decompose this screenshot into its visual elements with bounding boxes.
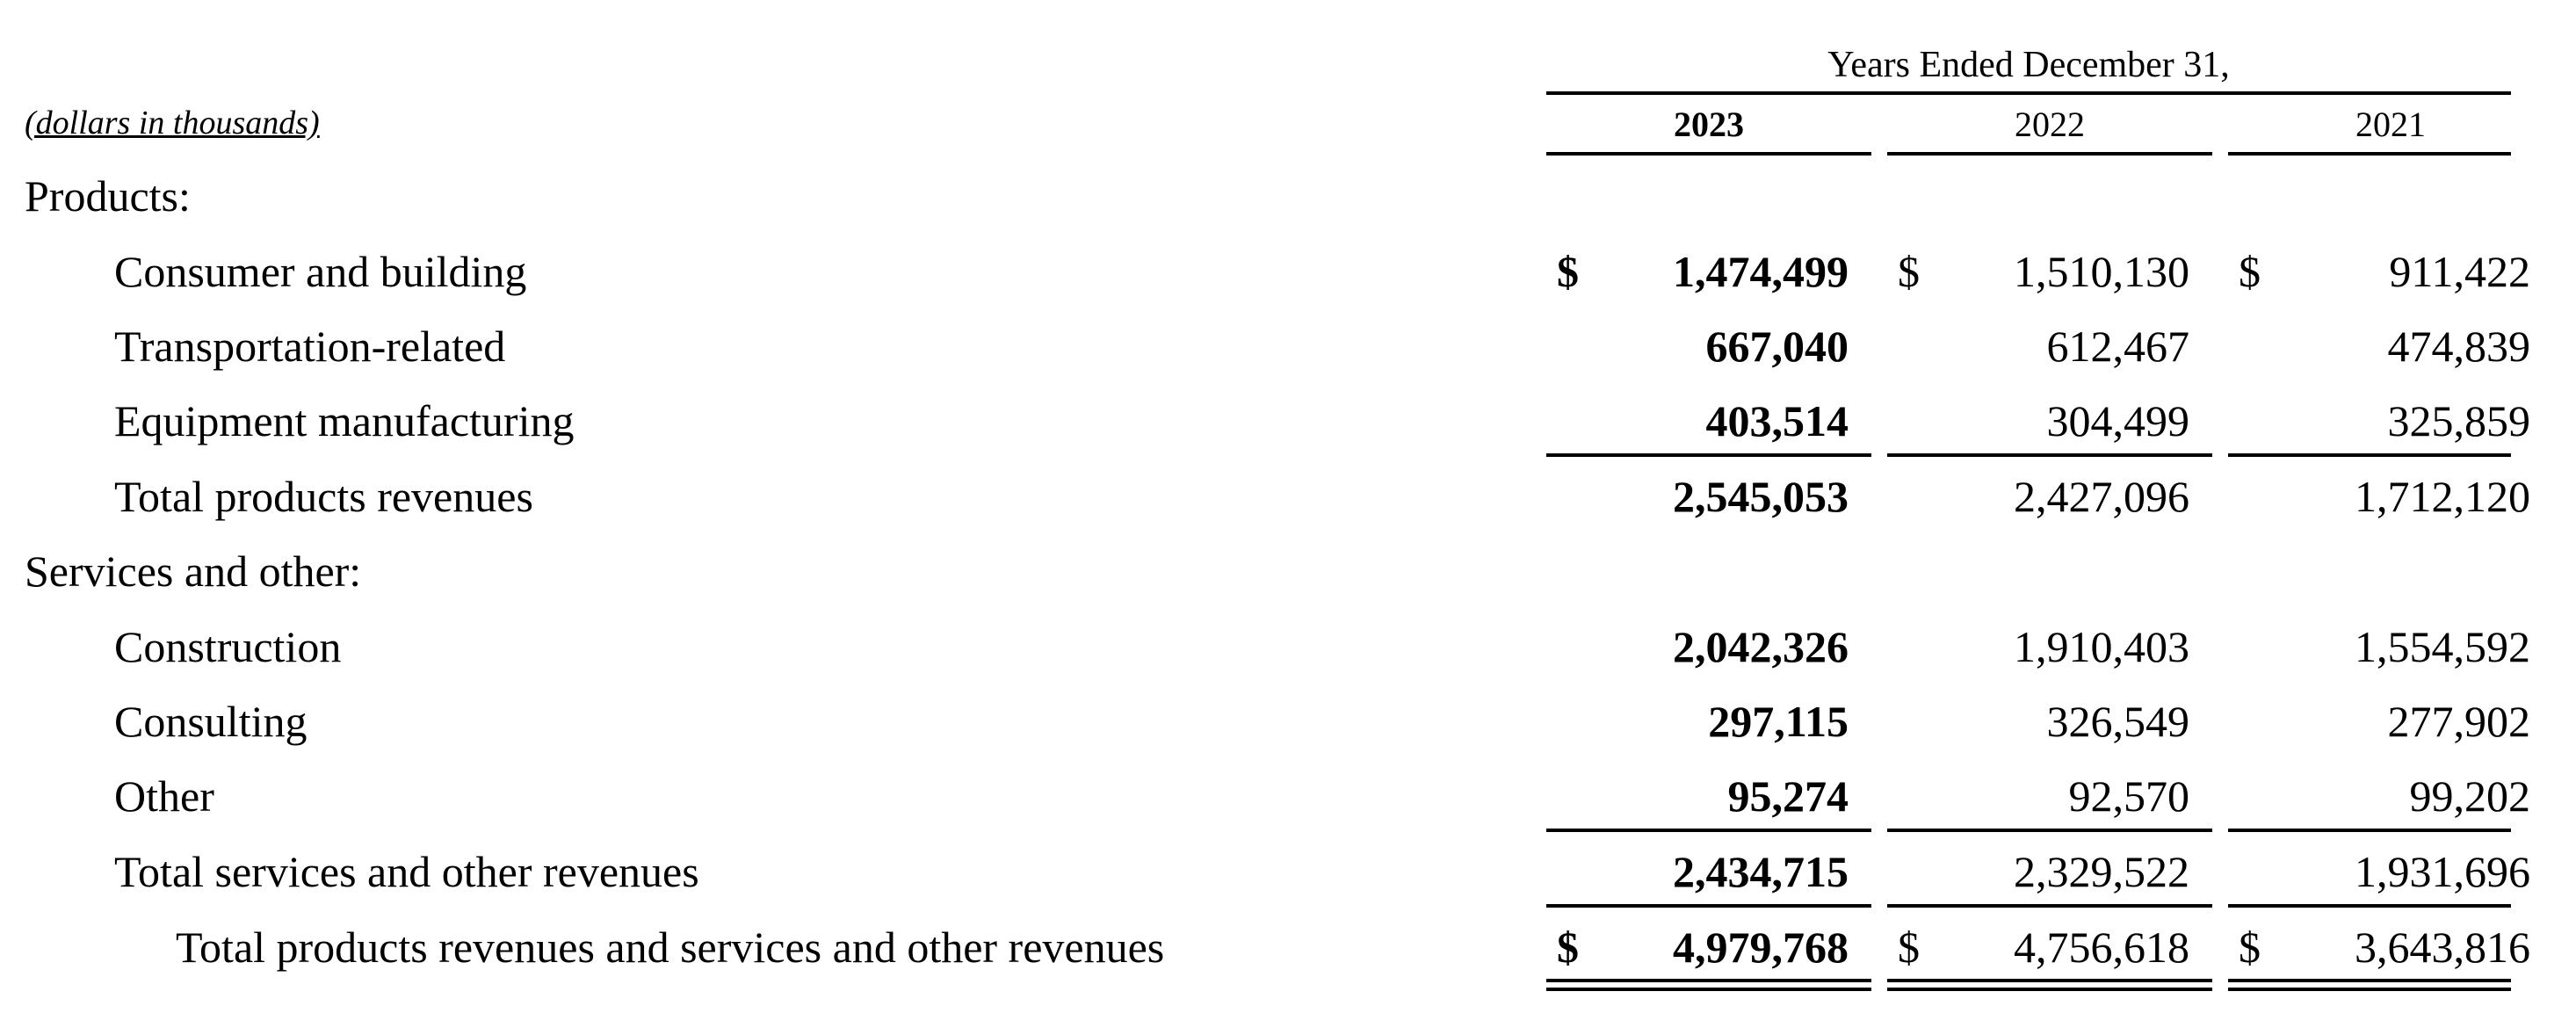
subtotal-rule xyxy=(1546,829,1871,832)
value-2021: 325,859 xyxy=(2387,396,2531,445)
value-2021: 1,931,696 xyxy=(2355,847,2530,896)
value-2023: 4,979,768 xyxy=(1673,923,1849,972)
subtotal-rule xyxy=(1887,453,2212,457)
value-2022: 1,910,403 xyxy=(2014,622,2189,671)
subtotal-rule xyxy=(2228,453,2511,457)
value-2022: 2,427,096 xyxy=(2014,472,2189,521)
currency-symbol: $ xyxy=(1557,923,1579,972)
year-underline xyxy=(1887,152,2212,156)
section-label-services: Services and other: xyxy=(25,546,362,596)
grand-total-double-rule xyxy=(2228,979,2511,991)
value-2021: 99,202 xyxy=(2409,771,2531,821)
row-label-total: Total services and other revenues xyxy=(114,847,699,896)
value-2021: 1,712,120 xyxy=(2355,472,2530,521)
row-label: Construction xyxy=(114,622,342,671)
subtotal-rule xyxy=(1887,904,2212,908)
grand-total-double-rule xyxy=(1546,979,1871,991)
value-2022: 304,499 xyxy=(2046,396,2190,445)
year-underline xyxy=(2228,152,2511,156)
value-2022: 2,329,522 xyxy=(2014,847,2189,896)
currency-symbol: $ xyxy=(1898,923,1920,972)
year-2021-header: 2021 xyxy=(2355,105,2426,144)
row-label: Other xyxy=(114,771,214,821)
year-2023-header: 2023 xyxy=(1674,105,1744,144)
value-2021: 3,643,816 xyxy=(2355,923,2530,972)
currency-symbol: $ xyxy=(1898,247,1920,296)
currency-symbol: $ xyxy=(2239,247,2261,296)
row-label: Consumer and building xyxy=(114,247,527,296)
subtotal-rule xyxy=(1887,829,2212,832)
header-rule xyxy=(1546,91,2511,95)
value-2023: 2,434,715 xyxy=(1673,847,1849,896)
row-label-grand-total: Total products revenues and services and… xyxy=(176,923,1165,972)
row-label: Transportation-related xyxy=(114,322,506,371)
value-2021: 277,902 xyxy=(2387,697,2531,746)
value-2023: 95,274 xyxy=(1727,771,1849,821)
value-2023: 667,040 xyxy=(1705,322,1849,371)
value-2023: 2,042,326 xyxy=(1673,622,1849,671)
value-2022: 92,570 xyxy=(2068,771,2190,821)
period-header: Years Ended December 31, xyxy=(1827,45,2230,85)
row-label: Equipment manufacturing xyxy=(114,396,575,445)
value-2022: 326,549 xyxy=(2046,697,2190,746)
year-2022-header: 2022 xyxy=(2015,105,2085,144)
grand-total-double-rule xyxy=(1887,979,2212,991)
value-2021: 474,839 xyxy=(2387,322,2531,371)
units-note: (dollars in thousands) xyxy=(25,105,320,141)
subtotal-rule xyxy=(1546,453,1871,457)
value-2022: 612,467 xyxy=(2046,322,2190,371)
value-2023: 297,115 xyxy=(1708,697,1849,746)
subtotal-rule xyxy=(2228,904,2511,908)
value-2023: 403,514 xyxy=(1705,396,1849,445)
value-2022: 1,510,130 xyxy=(2014,247,2189,296)
value-2021: 911,422 xyxy=(2389,247,2530,296)
row-label-total: Total products revenues xyxy=(114,472,533,521)
value-2021: 1,554,592 xyxy=(2355,622,2530,671)
currency-symbol: $ xyxy=(2239,923,2261,972)
subtotal-rule xyxy=(2228,829,2511,832)
currency-symbol: $ xyxy=(1557,247,1579,296)
value-2022: 4,756,618 xyxy=(2014,923,2189,972)
year-underline xyxy=(1546,152,1871,156)
value-2023: 2,545,053 xyxy=(1673,472,1849,521)
subtotal-rule xyxy=(1546,904,1871,908)
value-2023: 1,474,499 xyxy=(1673,247,1849,296)
section-label-products: Products: xyxy=(25,171,191,221)
row-label: Consulting xyxy=(114,697,308,746)
